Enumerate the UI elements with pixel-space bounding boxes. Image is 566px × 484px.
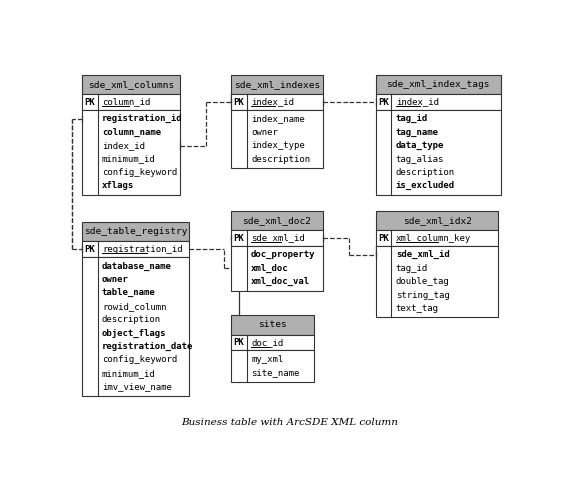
Text: doc_property: doc_property (251, 250, 315, 259)
Bar (82, 222, 189, 242)
Text: sites: sites (258, 320, 287, 330)
Text: tag_alias: tag_alias (396, 154, 444, 164)
Text: xml_doc_val: xml_doc_val (251, 277, 310, 286)
Bar (376, 230, 499, 246)
Text: column_name: column_name (102, 128, 161, 137)
Text: data_type: data_type (396, 141, 444, 150)
Text: description: description (102, 315, 161, 324)
Bar (376, 75, 501, 94)
Text: PK: PK (233, 234, 244, 242)
Text: sde_xml_indexes: sde_xml_indexes (234, 80, 320, 89)
Text: PK: PK (233, 338, 244, 347)
Text: sde_xml_idx2: sde_xml_idx2 (402, 216, 471, 225)
Text: PK: PK (378, 98, 389, 106)
Text: minimum_id: minimum_id (102, 154, 156, 164)
Text: imv_view_name: imv_view_name (102, 382, 171, 391)
Bar (231, 230, 323, 246)
Text: double_tag: double_tag (396, 277, 449, 286)
Text: sde_xml_doc2: sde_xml_doc2 (242, 216, 311, 225)
Bar (231, 246, 323, 290)
Text: PK: PK (84, 98, 95, 106)
Text: sde_xml_id: sde_xml_id (251, 234, 305, 242)
Bar (376, 94, 501, 110)
Text: xflags: xflags (102, 182, 134, 190)
Text: config_keyword: config_keyword (102, 168, 177, 177)
Text: index_name: index_name (251, 114, 305, 123)
Text: owner: owner (251, 128, 278, 137)
Bar (231, 75, 323, 94)
Text: xml_doc: xml_doc (251, 264, 289, 273)
Text: database_name: database_name (102, 261, 171, 271)
Bar (231, 350, 314, 381)
Text: config_keyword: config_keyword (102, 355, 177, 364)
Text: text_tag: text_tag (396, 304, 439, 313)
Text: description: description (251, 154, 310, 164)
Bar (376, 110, 501, 195)
Text: tag_id: tag_id (396, 114, 428, 123)
Bar (82, 94, 181, 110)
Text: PK: PK (233, 98, 244, 106)
Bar (231, 315, 314, 334)
Bar (376, 211, 499, 230)
Text: index_id: index_id (102, 141, 145, 150)
Text: PK: PK (378, 234, 389, 242)
Text: string_tag: string_tag (396, 290, 449, 300)
Text: PK: PK (84, 245, 95, 254)
Bar (82, 257, 189, 396)
Text: tag_name: tag_name (396, 128, 439, 137)
Text: description: description (396, 168, 455, 177)
Text: table_name: table_name (102, 288, 156, 298)
Bar (82, 242, 189, 257)
Text: sde_table_registry: sde_table_registry (84, 227, 187, 236)
Text: sde_xml_columns: sde_xml_columns (88, 80, 174, 89)
Bar (376, 246, 499, 318)
Text: Business table with ArcSDE XML column: Business table with ArcSDE XML column (182, 418, 398, 427)
Text: registration_id: registration_id (102, 245, 182, 254)
Text: is_excluded: is_excluded (396, 182, 455, 191)
Bar (231, 334, 314, 350)
Text: rowid_column: rowid_column (102, 302, 166, 311)
Text: object_flags: object_flags (102, 329, 166, 338)
Text: minimum_id: minimum_id (102, 369, 156, 378)
Text: tag_id: tag_id (396, 264, 428, 273)
Bar (82, 75, 181, 94)
Text: index_type: index_type (251, 141, 305, 150)
Text: owner: owner (102, 275, 129, 284)
Text: my_xml: my_xml (251, 355, 284, 363)
Text: column_id: column_id (102, 98, 150, 106)
Text: index_id: index_id (251, 98, 294, 106)
Bar (231, 110, 323, 168)
Bar (231, 211, 323, 230)
Bar (82, 110, 181, 195)
Text: site_name: site_name (251, 368, 299, 377)
Text: registration_id: registration_id (102, 114, 182, 123)
Text: index_id: index_id (396, 98, 439, 106)
Text: sde_xml_index_tags: sde_xml_index_tags (387, 80, 490, 89)
Bar (231, 94, 323, 110)
Text: sde_xml_id: sde_xml_id (396, 250, 449, 259)
Text: xml_column_key: xml_column_key (396, 234, 471, 242)
Text: registration_date: registration_date (102, 342, 193, 351)
Text: doc_id: doc_id (251, 338, 284, 347)
